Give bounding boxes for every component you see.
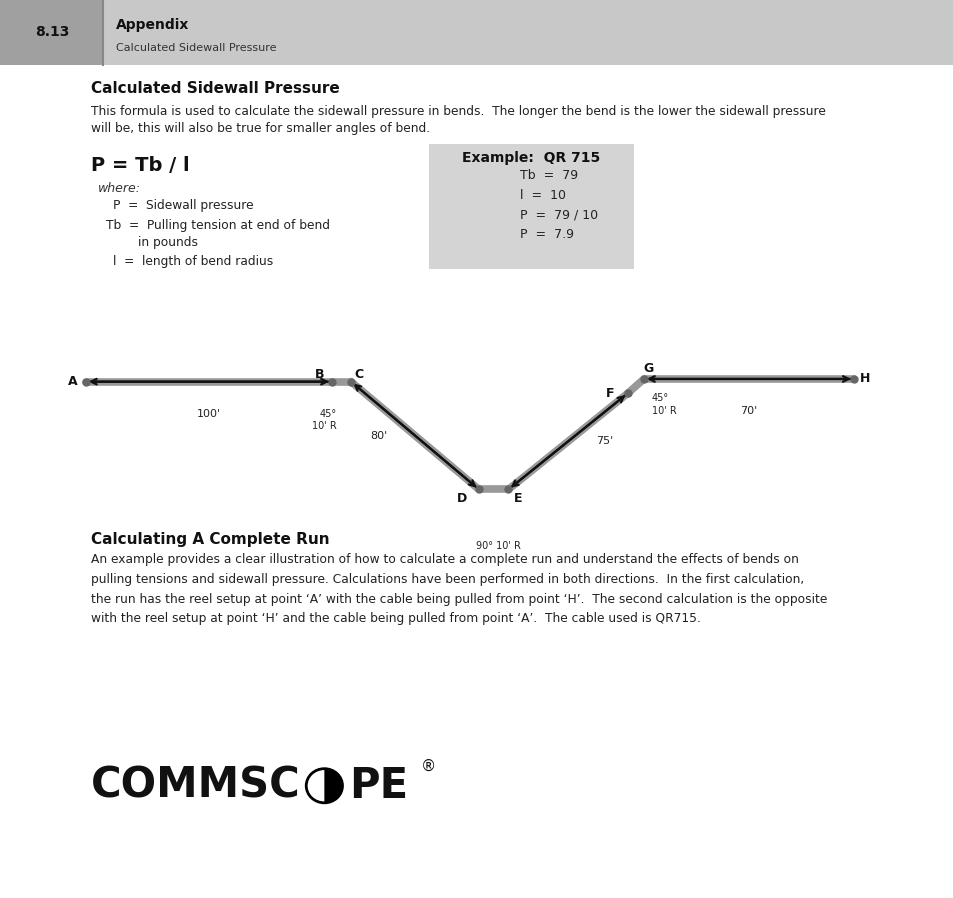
Text: l  =  length of bend radius: l = length of bend radius — [112, 255, 273, 268]
Text: Calculating A Complete Run: Calculating A Complete Run — [91, 532, 329, 547]
Text: An example provides a clear illustration of how to calculate a complete run and : An example provides a clear illustration… — [91, 553, 798, 566]
Wedge shape — [324, 769, 342, 803]
Text: Tb  =  Pulling tension at end of bend: Tb = Pulling tension at end of bend — [106, 219, 330, 232]
Text: P  =  79 / 10: P = 79 / 10 — [519, 208, 598, 221]
Text: F: F — [606, 387, 614, 400]
Text: 45°
10' R: 45° 10' R — [651, 393, 676, 416]
Text: l  =  10: l = 10 — [519, 189, 565, 201]
Text: Appendix: Appendix — [116, 18, 190, 32]
Text: P  =  7.9: P = 7.9 — [519, 228, 574, 241]
Text: PE: PE — [349, 765, 408, 806]
Text: C: C — [354, 368, 363, 381]
Text: pulling tensions and sidewall pressure. Calculations have been performed in both: pulling tensions and sidewall pressure. … — [91, 573, 803, 585]
Text: G: G — [643, 362, 653, 374]
Text: 8.13: 8.13 — [35, 25, 70, 40]
Text: 45°
10' R: 45° 10' R — [312, 409, 336, 431]
Bar — [103, 0, 953, 65]
Text: A: A — [68, 375, 77, 388]
Circle shape — [306, 769, 342, 803]
Text: Tb  =  79: Tb = 79 — [519, 169, 578, 181]
Text: with the reel setup at point ‘H’ and the cable being pulled from point ‘A’.  The: with the reel setup at point ‘H’ and the… — [91, 612, 700, 625]
Text: 100': 100' — [196, 409, 221, 418]
Text: 75': 75' — [595, 436, 613, 446]
Text: 90° 10' R: 90° 10' R — [476, 541, 520, 551]
Text: D: D — [456, 492, 466, 505]
Text: This formula is used to calculate the sidewall pressure in bends.  The longer th: This formula is used to calculate the si… — [91, 105, 824, 118]
Text: COMMSC: COMMSC — [91, 765, 300, 806]
Text: will be, this will also be true for smaller angles of bend.: will be, this will also be true for smal… — [91, 122, 429, 135]
Text: B: B — [314, 368, 324, 381]
Text: 70': 70' — [740, 406, 757, 416]
Text: P  =  Sidewall pressure: P = Sidewall pressure — [112, 199, 253, 212]
Text: Example:  QR 715: Example: QR 715 — [462, 151, 599, 165]
Text: Calculated Sidewall Pressure: Calculated Sidewall Pressure — [116, 43, 276, 54]
Text: ®: ® — [420, 759, 436, 773]
Text: P = Tb / l: P = Tb / l — [91, 156, 189, 175]
Text: the run has the reel setup at point ‘A’ with the cable being pulled from point ‘: the run has the reel setup at point ‘A’ … — [91, 593, 826, 605]
Text: Calculated Sidewall Pressure: Calculated Sidewall Pressure — [91, 81, 339, 96]
Bar — [0, 0, 103, 65]
Text: where:: where: — [98, 182, 141, 195]
Text: H: H — [860, 373, 869, 385]
Text: 80': 80' — [370, 430, 387, 441]
Text: E: E — [514, 492, 521, 505]
Text: in pounds: in pounds — [138, 236, 198, 249]
Bar — [429, 144, 634, 269]
